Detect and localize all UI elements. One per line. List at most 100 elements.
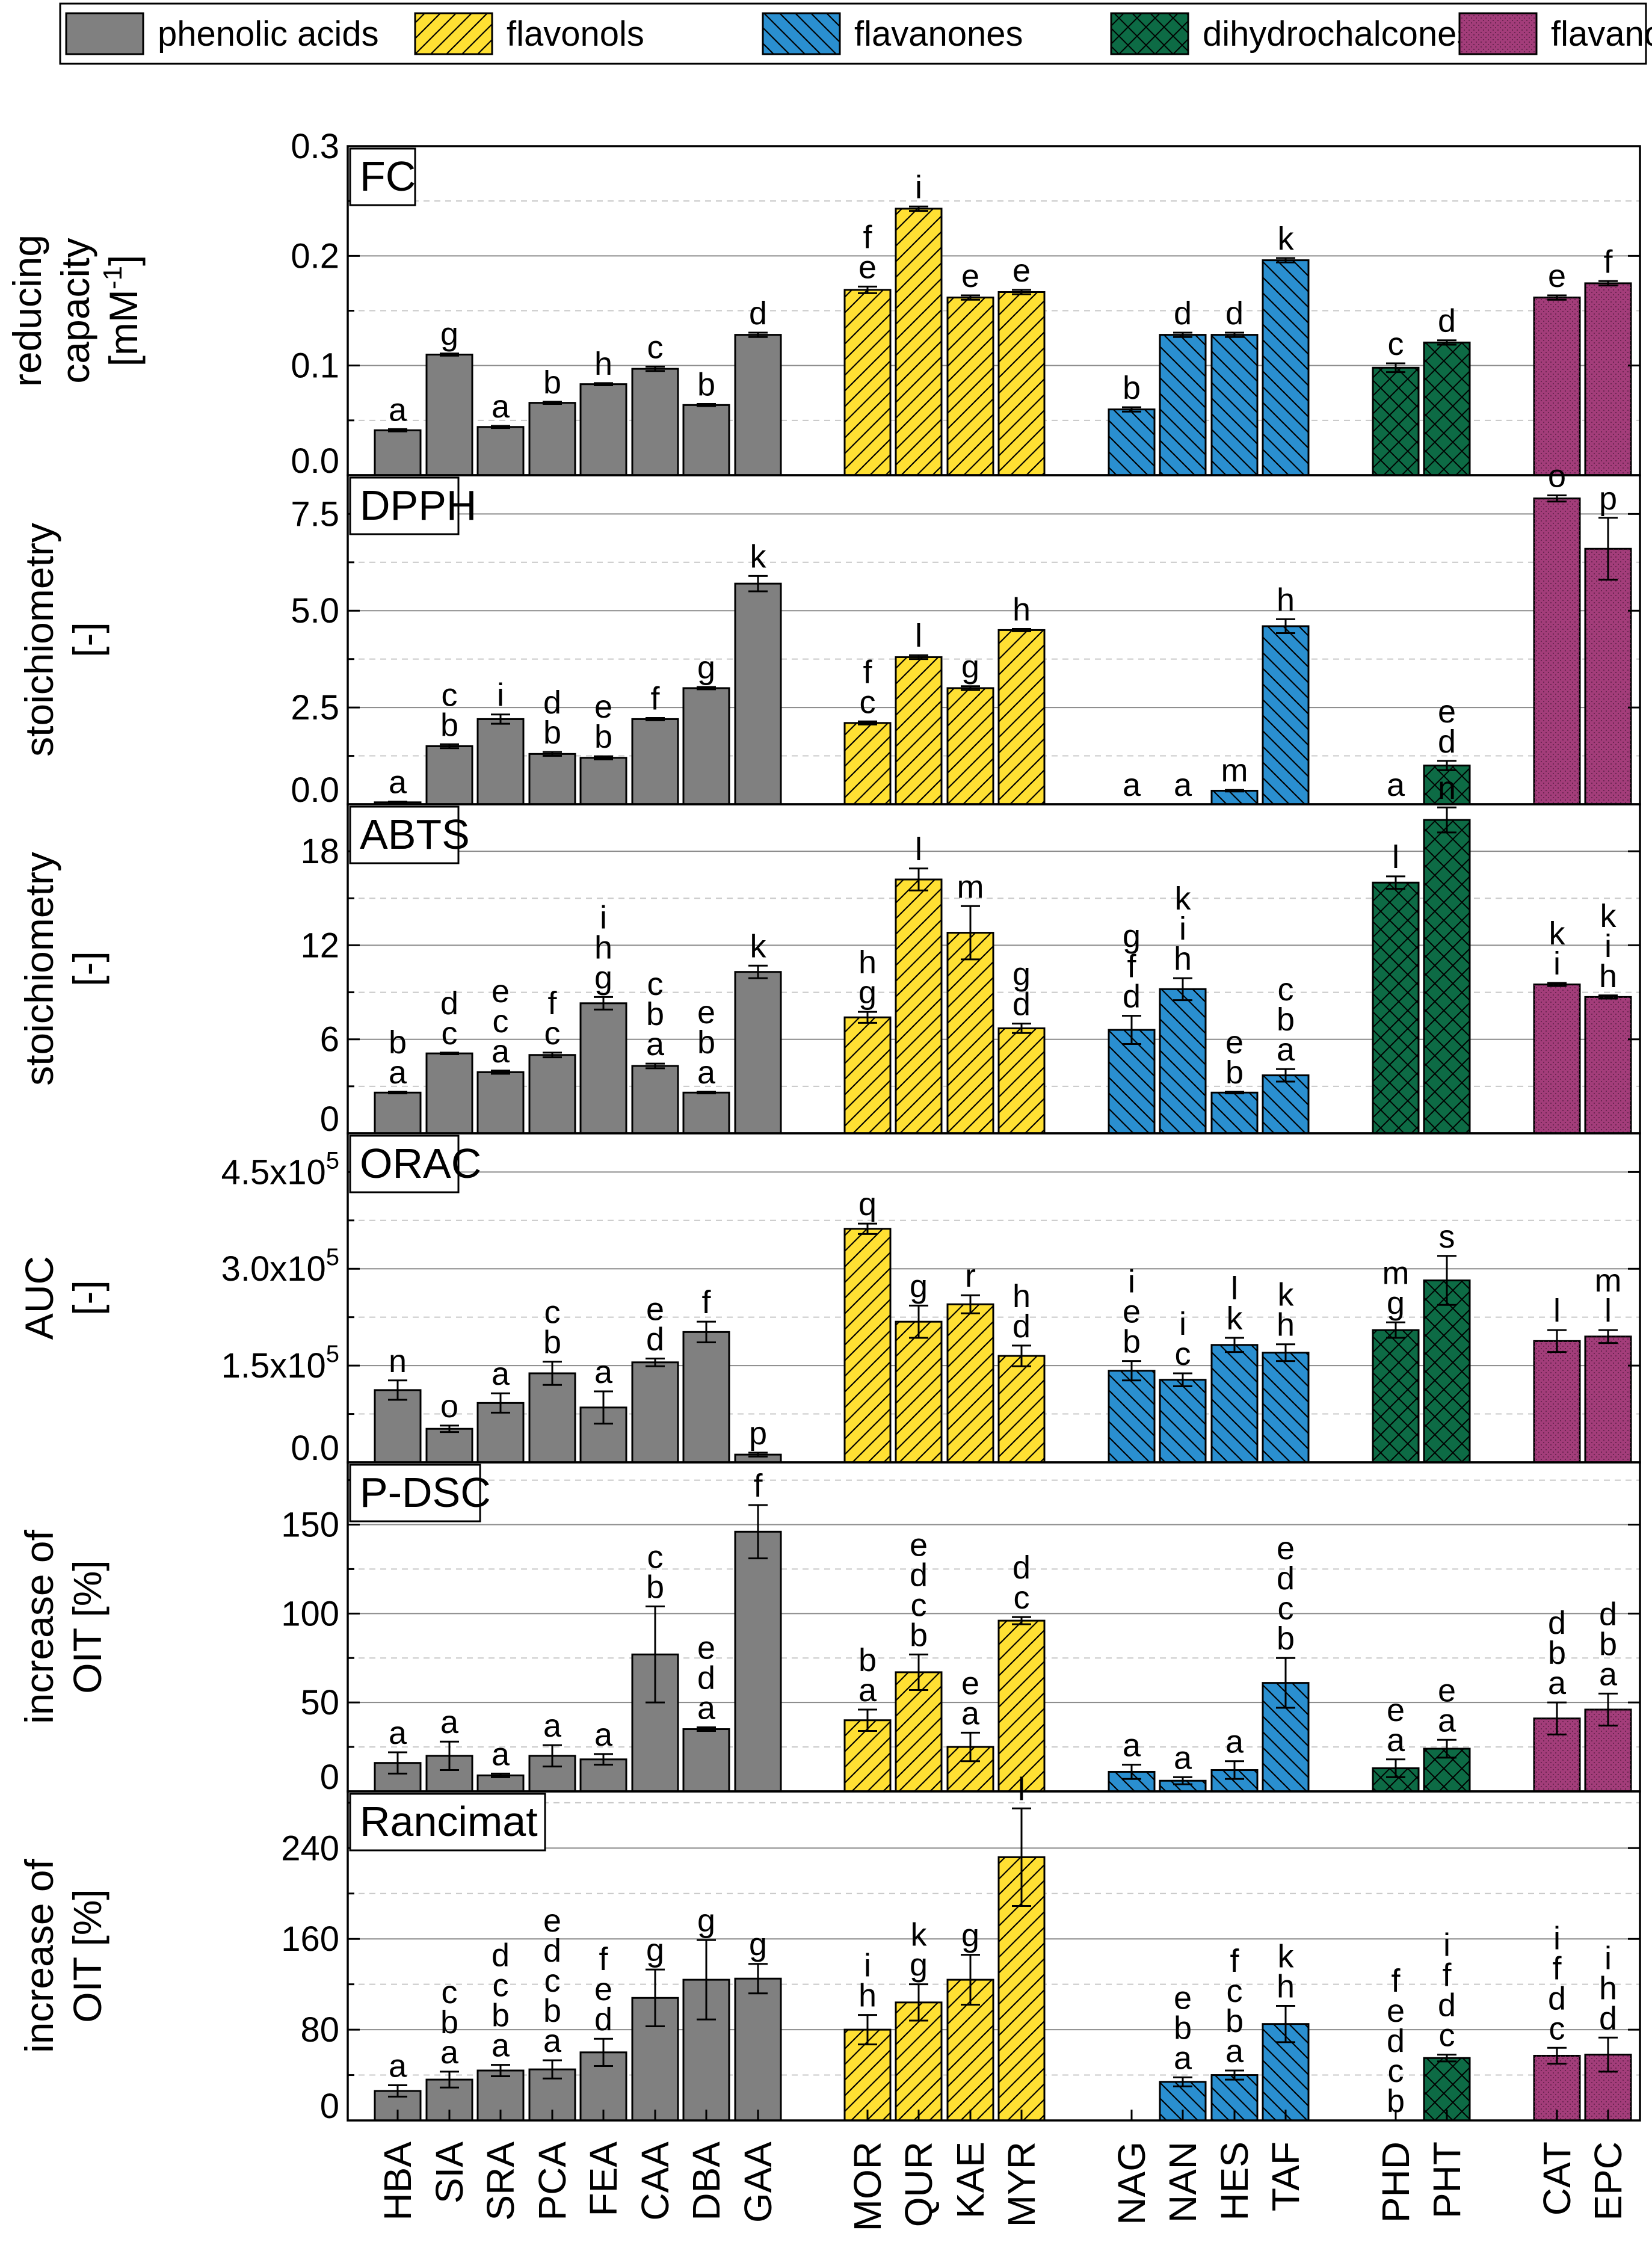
significance-letter: i — [1553, 946, 1561, 982]
significance-letter: n — [389, 1343, 407, 1379]
error-bar-dpph-epc — [1598, 517, 1618, 581]
significance-letter: c — [1388, 326, 1404, 362]
bar-fc-gaa — [734, 334, 782, 476]
error-bar-fc-pht — [1437, 339, 1456, 346]
significance-letter: a — [858, 1672, 877, 1708]
significance-letter: a — [492, 1736, 510, 1772]
error-bar-fc-phd — [1386, 362, 1405, 374]
x-tick-label-nan: NAN — [1161, 2141, 1204, 2223]
bar-abts-caa — [631, 1065, 679, 1135]
y-axis-label: increase of — [17, 1529, 61, 1724]
x-axis-category-labels: HBA SIA SRA PCA FEA CAA DBA GAA MOR QUR KAE MYR NAG N… — [376, 2110, 1630, 2231]
significance-letter: e — [646, 1291, 664, 1327]
panel-title-rancimat: Rancimat — [349, 1793, 546, 1852]
error-bar-dpph-hba — [388, 800, 407, 804]
error-bar-dpph-myr — [1012, 627, 1031, 632]
significance-letter: g — [910, 1947, 928, 1983]
panel-title-fc: FC — [349, 147, 416, 206]
significance-letter: f — [599, 1941, 608, 1977]
error-bar-dpph-sra — [491, 713, 510, 725]
bar-pattern — [845, 1017, 890, 1133]
error-bar-p-dsc-cat — [1547, 1701, 1567, 1735]
significance-letter: b — [646, 1569, 664, 1605]
significance-letter: k — [750, 928, 767, 964]
significance-letter: b — [1599, 1626, 1617, 1662]
significance-letter: c — [1439, 2018, 1455, 2054]
y-axis-label: increase of — [17, 1858, 61, 2053]
significance-letter: b — [1277, 1621, 1295, 1657]
significance-letter: c — [1549, 2010, 1565, 2046]
significance-letter: a — [646, 1026, 665, 1062]
significance-letter: g — [961, 649, 979, 685]
bar-pattern — [896, 1322, 942, 1462]
error-bar-fc-taf — [1276, 257, 1295, 263]
significance-letter: d — [1599, 1596, 1617, 1632]
error-bar-orac-hba — [388, 1379, 407, 1401]
y-tick-label: 6 — [320, 1020, 339, 1059]
bar-pattern — [1263, 1352, 1308, 1462]
significance-letter: i — [1179, 1306, 1186, 1342]
significance-letter: a — [594, 1717, 613, 1753]
error-bar-orac-sia — [440, 1424, 459, 1433]
significance-letter: i — [1443, 1927, 1450, 1963]
error-bar-rancimat-cat — [1547, 2046, 1567, 2065]
significance-letter: h — [1599, 1970, 1617, 2006]
bar-pattern — [948, 1304, 993, 1462]
y-tick-label: 3.0x105 — [221, 1244, 339, 1289]
bar-pattern — [1263, 626, 1308, 804]
bar-pattern — [1212, 1092, 1257, 1133]
significance-letter: k — [911, 1917, 928, 1953]
bar-dpph-pca — [528, 753, 576, 805]
bar-pattern — [1109, 409, 1154, 475]
error-bar-fc-myr — [1012, 289, 1031, 295]
bar-pattern — [845, 289, 890, 475]
significance-letter: a — [594, 1354, 613, 1390]
significance-letter: e — [1012, 253, 1031, 289]
bar-fc-caa — [631, 368, 679, 476]
y-tick-label: 0 — [320, 1100, 339, 1139]
error-bar-rancimat-taf — [1276, 2004, 1295, 2043]
error-bar-orac-nan — [1173, 1372, 1192, 1387]
legend-label-phenolic-acids: phenolic acids — [158, 14, 379, 54]
significance-letter: a — [440, 1704, 459, 1740]
significance-letter: d — [1548, 1605, 1566, 1641]
significance-letter: k — [1278, 1277, 1295, 1313]
bar-pattern — [1534, 297, 1580, 475]
y-tick-label: 5.0 — [291, 591, 339, 630]
significance-letter: l — [1231, 1270, 1238, 1307]
significance-letter: i — [1179, 911, 1186, 947]
y-tick-label: 12 — [300, 926, 339, 965]
error-bar-fc-gaa — [748, 331, 768, 338]
significance-letter: l — [1604, 1293, 1612, 1329]
error-bar-abts-nan — [1173, 977, 1192, 1002]
bar-dpph-sia — [425, 745, 473, 805]
significance-letter: b — [543, 1993, 561, 2029]
y-axis-label: capacity — [53, 238, 97, 383]
error-bar-orac-myr — [1012, 1344, 1031, 1367]
y-tick-label: 80 — [300, 2010, 339, 2049]
bar-pattern — [1424, 765, 1470, 804]
bar-p-dsc-gaa — [734, 1530, 782, 1793]
error-bar-abts-sra — [491, 1070, 510, 1075]
bar-pattern — [1373, 1330, 1419, 1462]
legend-swatch-flavanols — [1458, 12, 1538, 55]
error-bar-rancimat-epc — [1598, 2036, 1618, 2073]
significance-letter: h — [1012, 1278, 1031, 1314]
significance-letter: q — [858, 1186, 877, 1222]
significance-letter: a — [1174, 1740, 1192, 1776]
significance-letter: f — [701, 1284, 711, 1320]
significance-letter: b — [697, 1024, 715, 1061]
y-tick-label: 7.5 — [291, 494, 339, 534]
y-axis-label: OIT [%] — [65, 1889, 109, 2023]
error-bar-abts-pca — [543, 1051, 562, 1059]
significance-letter: b — [1174, 2010, 1192, 2046]
significance-letter: f — [1603, 244, 1613, 280]
y-axis-label: [-] — [65, 622, 109, 657]
significance-letter: a — [492, 1033, 510, 1070]
error-bar-rancimat-mor — [858, 2014, 877, 2046]
significance-letter: i — [497, 677, 504, 713]
x-tick-label-fea: FEA — [582, 2141, 625, 2217]
significance-letter: d — [697, 1660, 715, 1696]
significance-letter: i — [1128, 1264, 1135, 1300]
